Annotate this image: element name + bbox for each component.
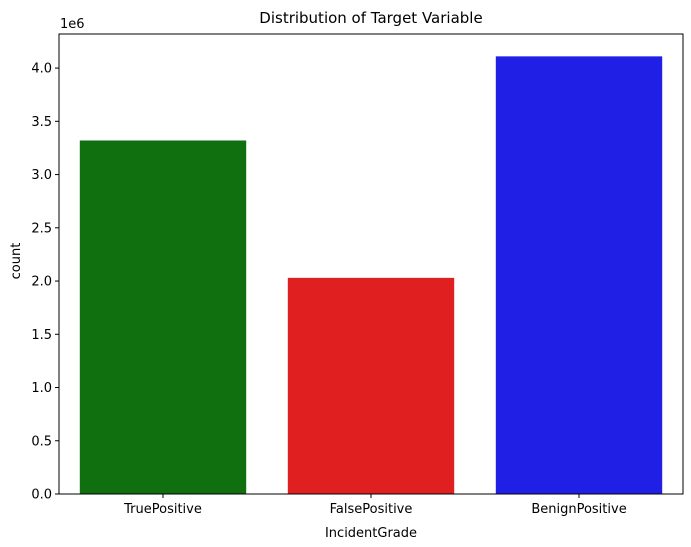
y-offset-label: 1e6 xyxy=(60,17,85,32)
plot-border xyxy=(58,33,684,495)
bar-TruePositive xyxy=(79,140,247,494)
bar-BenignPositive xyxy=(495,56,663,494)
y-axis-label: count xyxy=(9,243,24,280)
x-tick-label: FalsePositive xyxy=(330,502,413,517)
y-tick-label: 0.5 xyxy=(31,434,52,449)
bar-FalsePositive xyxy=(287,277,455,494)
x-ticks: TruePositive FalsePositive BenignPositive xyxy=(123,494,627,517)
bars-layer xyxy=(79,56,663,494)
y-tick-label: 2.0 xyxy=(31,275,52,290)
x-axis-label: IncidentGrade xyxy=(325,526,417,541)
y-tick-label: 4.0 xyxy=(31,62,52,77)
x-tick-label: BenignPositive xyxy=(531,502,626,517)
y-tick-label: 3.0 xyxy=(31,168,52,183)
chart-title: Distribution of Target Variable xyxy=(259,9,482,27)
y-tick-label: 1.5 xyxy=(31,328,52,343)
y-tick-label: 1.0 xyxy=(31,381,52,396)
y-tick-label: 3.5 xyxy=(31,115,52,130)
y-tick-label: 2.5 xyxy=(31,221,52,236)
y-tick-label: 0.0 xyxy=(31,488,52,503)
y-ticks: 0.0 0.5 1.0 1.5 2.0 2.5 3.0 3.5 4.0 xyxy=(31,62,59,503)
x-tick-label: TruePositive xyxy=(123,502,202,517)
axes-frame xyxy=(58,33,684,495)
